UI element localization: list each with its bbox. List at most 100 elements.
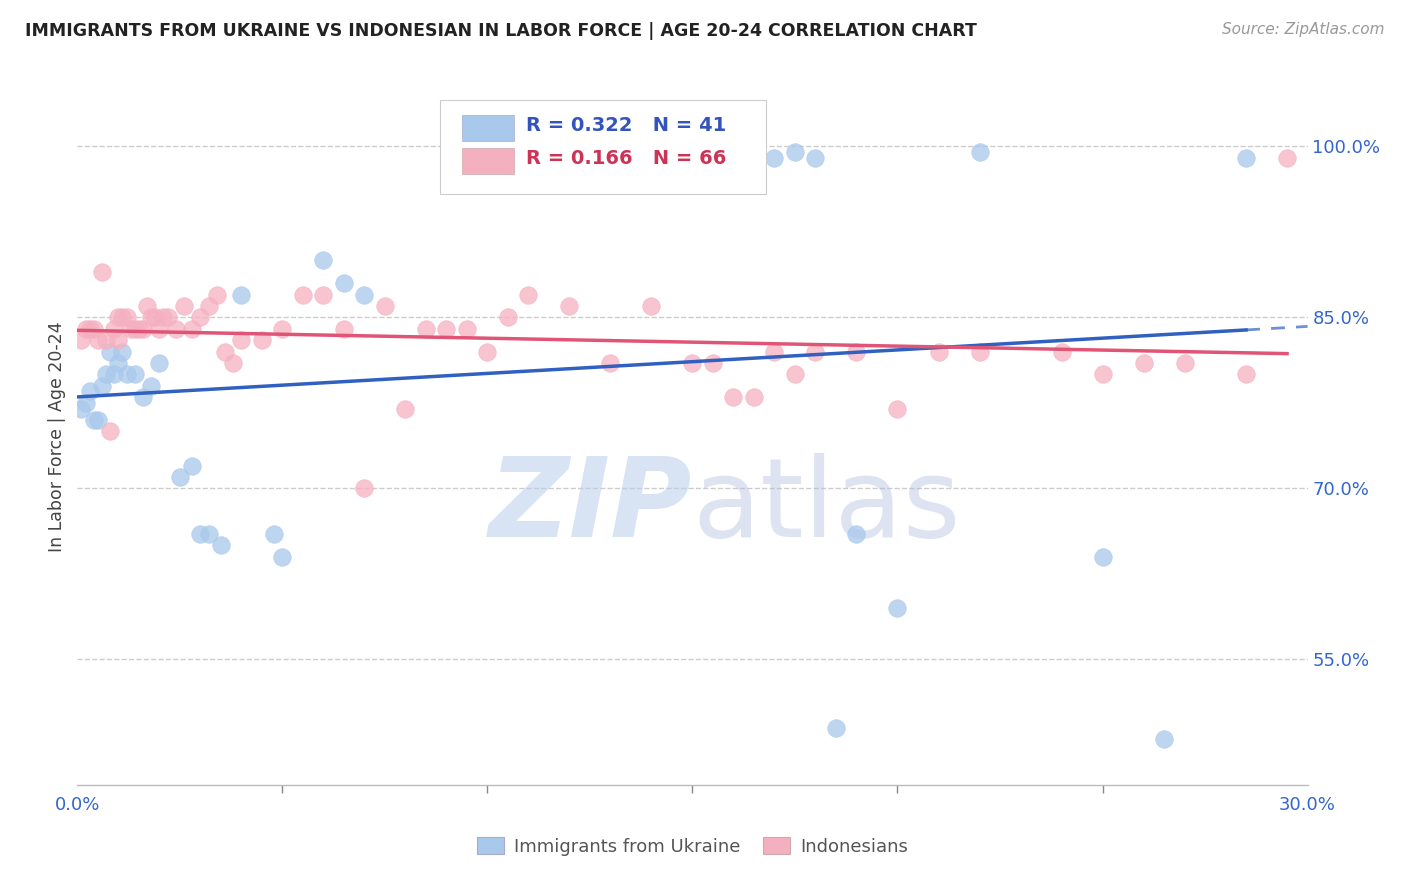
Point bbox=[205, 287, 228, 301]
Point bbox=[783, 145, 806, 159]
Point bbox=[141, 310, 163, 325]
Point bbox=[181, 458, 204, 473]
FancyBboxPatch shape bbox=[463, 148, 515, 174]
Point bbox=[115, 368, 138, 382]
Point bbox=[333, 276, 356, 290]
Point bbox=[804, 344, 827, 359]
Text: atlas: atlas bbox=[693, 453, 960, 560]
Point bbox=[1174, 356, 1197, 370]
Point bbox=[214, 344, 236, 359]
Point bbox=[702, 145, 724, 159]
Point bbox=[969, 145, 991, 159]
Point bbox=[436, 322, 458, 336]
Point bbox=[517, 287, 540, 301]
Point bbox=[141, 378, 163, 392]
Point bbox=[132, 390, 155, 404]
FancyBboxPatch shape bbox=[463, 115, 515, 141]
Point bbox=[197, 527, 219, 541]
Text: IMMIGRANTS FROM UKRAINE VS INDONESIAN IN LABOR FORCE | AGE 20-24 CORRELATION CHA: IMMIGRANTS FROM UKRAINE VS INDONESIAN IN… bbox=[25, 22, 977, 40]
Point bbox=[682, 151, 704, 165]
Point bbox=[107, 356, 129, 370]
Point bbox=[209, 538, 232, 552]
Point bbox=[291, 287, 314, 301]
Point bbox=[94, 333, 117, 347]
Point bbox=[173, 299, 195, 313]
Point bbox=[79, 322, 101, 336]
Point bbox=[75, 396, 97, 410]
Point bbox=[70, 333, 93, 347]
Point bbox=[333, 322, 356, 336]
Point bbox=[477, 344, 499, 359]
Point bbox=[1234, 151, 1257, 165]
Point bbox=[222, 356, 245, 370]
Point bbox=[1153, 732, 1175, 747]
Point bbox=[353, 482, 375, 496]
Point bbox=[90, 378, 114, 392]
Point bbox=[763, 344, 786, 359]
Point bbox=[415, 322, 437, 336]
FancyBboxPatch shape bbox=[440, 100, 766, 194]
Point bbox=[87, 413, 110, 427]
Point bbox=[845, 344, 868, 359]
Point bbox=[111, 344, 134, 359]
Point bbox=[804, 151, 827, 165]
Point bbox=[312, 253, 335, 268]
Point bbox=[1091, 549, 1114, 564]
Point bbox=[181, 322, 204, 336]
Point bbox=[75, 322, 97, 336]
Point bbox=[124, 368, 146, 382]
Point bbox=[312, 287, 335, 301]
Text: Source: ZipAtlas.com: Source: ZipAtlas.com bbox=[1222, 22, 1385, 37]
Point bbox=[886, 401, 908, 416]
Point bbox=[83, 322, 105, 336]
Point bbox=[231, 287, 253, 301]
Point bbox=[90, 265, 114, 279]
Point bbox=[79, 384, 101, 399]
Point bbox=[156, 310, 179, 325]
Point bbox=[263, 527, 285, 541]
Point bbox=[103, 368, 125, 382]
Point bbox=[271, 322, 294, 336]
Point bbox=[1132, 356, 1154, 370]
Point bbox=[152, 310, 174, 325]
Text: ZIP: ZIP bbox=[489, 453, 693, 560]
Point bbox=[374, 299, 396, 313]
Point bbox=[231, 333, 253, 347]
Point bbox=[723, 145, 745, 159]
Point bbox=[169, 470, 191, 484]
Point bbox=[682, 356, 704, 370]
Point bbox=[928, 344, 950, 359]
Point bbox=[456, 322, 478, 336]
Point bbox=[70, 401, 93, 416]
Point bbox=[148, 322, 170, 336]
Point bbox=[845, 527, 868, 541]
Point bbox=[98, 344, 121, 359]
Point bbox=[250, 333, 273, 347]
Point bbox=[496, 310, 519, 325]
Point bbox=[825, 721, 848, 735]
Point bbox=[702, 356, 724, 370]
Point bbox=[763, 151, 786, 165]
Point bbox=[165, 322, 187, 336]
Point bbox=[132, 322, 155, 336]
Text: R = 0.166   N = 66: R = 0.166 N = 66 bbox=[526, 149, 727, 169]
Point bbox=[98, 425, 121, 439]
Point bbox=[128, 322, 150, 336]
Point bbox=[969, 344, 991, 359]
Point bbox=[148, 356, 170, 370]
Text: R = 0.322   N = 41: R = 0.322 N = 41 bbox=[526, 116, 727, 135]
Point bbox=[640, 299, 662, 313]
Point bbox=[1091, 368, 1114, 382]
Point bbox=[742, 151, 765, 165]
Point bbox=[103, 322, 125, 336]
Point bbox=[886, 601, 908, 615]
Point bbox=[124, 322, 146, 336]
Point bbox=[1050, 344, 1073, 359]
Point bbox=[107, 310, 129, 325]
Point bbox=[188, 310, 212, 325]
Point bbox=[111, 310, 134, 325]
Point bbox=[1275, 151, 1298, 165]
Point bbox=[107, 333, 129, 347]
Point bbox=[353, 287, 375, 301]
Point bbox=[394, 401, 416, 416]
